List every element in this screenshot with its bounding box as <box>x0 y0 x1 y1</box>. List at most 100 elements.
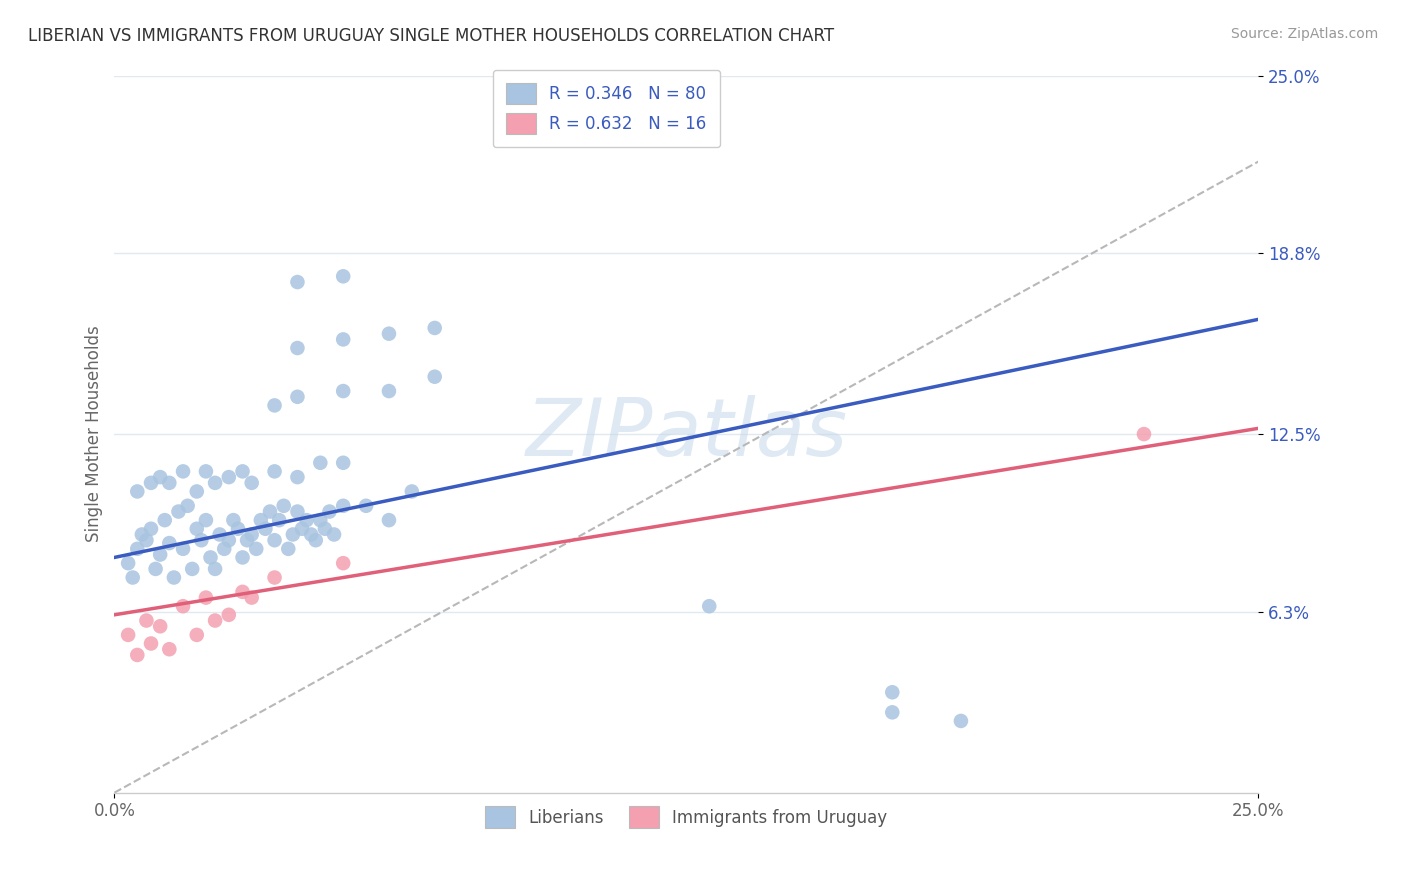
Point <box>204 475 226 490</box>
Point <box>299 527 322 541</box>
Point <box>277 541 299 556</box>
Point <box>309 513 332 527</box>
Point <box>263 464 285 478</box>
Legend: Liberians, Immigrants from Uruguay: Liberians, Immigrants from Uruguay <box>478 800 894 835</box>
Point <box>145 562 167 576</box>
Point <box>135 533 157 548</box>
Point <box>167 504 190 518</box>
Point <box>194 591 217 605</box>
Point <box>208 527 231 541</box>
Point <box>222 513 245 527</box>
Point <box>186 628 208 642</box>
Point <box>117 628 139 642</box>
Point <box>332 556 354 570</box>
Point <box>231 464 253 478</box>
Point <box>139 636 162 650</box>
Point <box>263 570 285 584</box>
Point <box>117 556 139 570</box>
Point <box>218 607 240 622</box>
Point <box>309 456 332 470</box>
Point <box>254 522 277 536</box>
Point <box>305 533 328 548</box>
Point <box>378 384 401 398</box>
Point <box>127 484 149 499</box>
Point <box>121 570 143 584</box>
Point <box>226 522 249 536</box>
Point <box>423 321 446 335</box>
Y-axis label: Single Mother Households: Single Mother Households <box>86 326 103 542</box>
Point <box>263 398 285 412</box>
Point <box>212 541 235 556</box>
Point <box>882 685 904 699</box>
Point <box>949 714 972 728</box>
Point <box>231 585 253 599</box>
Point <box>157 475 180 490</box>
Point <box>194 513 217 527</box>
Point <box>332 269 354 284</box>
Point <box>245 541 267 556</box>
Point <box>172 541 194 556</box>
Point <box>153 513 176 527</box>
Point <box>250 513 273 527</box>
Point <box>149 619 172 633</box>
Point <box>287 275 309 289</box>
Point <box>186 522 208 536</box>
Point <box>172 599 194 614</box>
Point <box>273 499 295 513</box>
Text: Source: ZipAtlas.com: Source: ZipAtlas.com <box>1230 27 1378 41</box>
Point <box>240 591 263 605</box>
Point <box>378 326 401 341</box>
Point <box>139 475 162 490</box>
Point <box>291 522 314 536</box>
Point <box>176 499 198 513</box>
Point <box>204 614 226 628</box>
Point <box>281 527 304 541</box>
Point <box>287 341 309 355</box>
Point <box>401 484 423 499</box>
Point <box>157 536 180 550</box>
Point <box>194 464 217 478</box>
Point <box>287 390 309 404</box>
Point <box>423 369 446 384</box>
Point <box>287 470 309 484</box>
Point <box>127 648 149 662</box>
Point <box>231 550 253 565</box>
Point <box>287 504 309 518</box>
Point <box>200 550 222 565</box>
Point <box>332 333 354 347</box>
Point <box>172 464 194 478</box>
Point <box>323 527 346 541</box>
Point <box>131 527 153 541</box>
Point <box>354 499 377 513</box>
Point <box>190 533 212 548</box>
Point <box>882 706 904 720</box>
Point <box>332 384 354 398</box>
Point <box>259 504 281 518</box>
Point <box>318 504 340 518</box>
Text: ZIPatlas: ZIPatlas <box>526 395 848 473</box>
Text: LIBERIAN VS IMMIGRANTS FROM URUGUAY SINGLE MOTHER HOUSEHOLDS CORRELATION CHART: LIBERIAN VS IMMIGRANTS FROM URUGUAY SING… <box>28 27 834 45</box>
Point <box>149 470 172 484</box>
Point <box>314 522 336 536</box>
Point <box>127 541 149 556</box>
Point <box>378 513 401 527</box>
Point <box>332 456 354 470</box>
Point <box>204 562 226 576</box>
Point <box>186 484 208 499</box>
Point <box>332 499 354 513</box>
Point <box>139 522 162 536</box>
Point <box>1133 427 1156 442</box>
Point <box>240 475 263 490</box>
Point <box>697 599 720 614</box>
Point <box>218 470 240 484</box>
Point <box>163 570 186 584</box>
Point <box>135 614 157 628</box>
Point <box>240 527 263 541</box>
Point <box>181 562 204 576</box>
Point <box>269 513 291 527</box>
Point <box>236 533 259 548</box>
Point <box>157 642 180 657</box>
Point <box>218 533 240 548</box>
Point <box>295 513 318 527</box>
Point <box>149 548 172 562</box>
